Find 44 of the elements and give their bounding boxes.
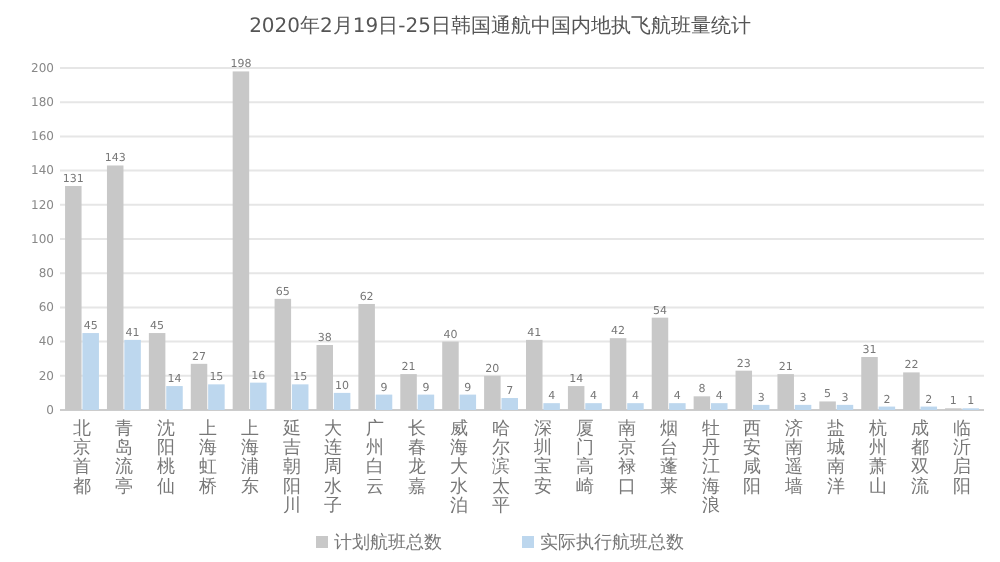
x-tick-label: 沈阳桃仙 [156, 418, 175, 498]
x-tick-label: 威海大水泊 [450, 418, 469, 517]
x-tick-label: 盐城南洋 [825, 418, 846, 498]
bar [627, 403, 644, 410]
bar [836, 404, 854, 410]
x-tick-label: 上海虹桥 [196, 418, 217, 498]
x-tick-label: 牡丹江海浪 [701, 418, 720, 517]
x-tick-label: 广州白云 [366, 418, 385, 498]
bar [794, 404, 812, 410]
bar [82, 333, 99, 410]
x-tick-label: 哈尔滨太平 [492, 418, 511, 517]
bar [669, 403, 686, 410]
x-tick-label: 青岛流亭 [114, 418, 133, 498]
x-tick-label: 长春龙嘉 [408, 418, 427, 498]
x-tick-label: 临沂启阳 [953, 418, 971, 498]
x-tick-label: 延吉朝阳川 [280, 418, 301, 517]
x-tick-label: 成都双流 [911, 418, 930, 498]
x-tick-label: 西安咸阳 [743, 420, 762, 498]
bar [543, 403, 560, 410]
bar [501, 398, 518, 410]
bar [208, 384, 225, 410]
bar [333, 392, 351, 410]
bar [459, 394, 477, 410]
bar [291, 384, 309, 410]
x-tick-label: 大连周水子 [324, 418, 343, 517]
chart-title: 2020年2月19日-25日韩国通航中国内地执飞航班量统计 [249, 14, 751, 38]
bar [711, 403, 728, 410]
x-tick-label: 杭州萧山 [867, 418, 888, 498]
bar [124, 339, 141, 410]
x-tick-label: 北京首都 [73, 418, 91, 498]
x-tick-label: 上海浦东 [240, 418, 259, 498]
bar [585, 403, 602, 410]
x-tick-label: 南京禄口 [617, 418, 636, 498]
x-tick-label: 厦门高崎 [575, 418, 594, 498]
bar [250, 382, 267, 410]
bar [417, 394, 435, 410]
x-tick-label: 烟台蓬莱 [659, 418, 678, 498]
x-tick-label: 济南遥墙 [783, 418, 804, 498]
bar [375, 394, 393, 410]
bar [752, 404, 770, 410]
bar [166, 386, 183, 410]
legend-label: 实际执行航班总数 [540, 532, 684, 554]
legend-label: 计划航班总数 [334, 532, 442, 554]
x-tick-label: 深圳宝安 [531, 418, 552, 498]
